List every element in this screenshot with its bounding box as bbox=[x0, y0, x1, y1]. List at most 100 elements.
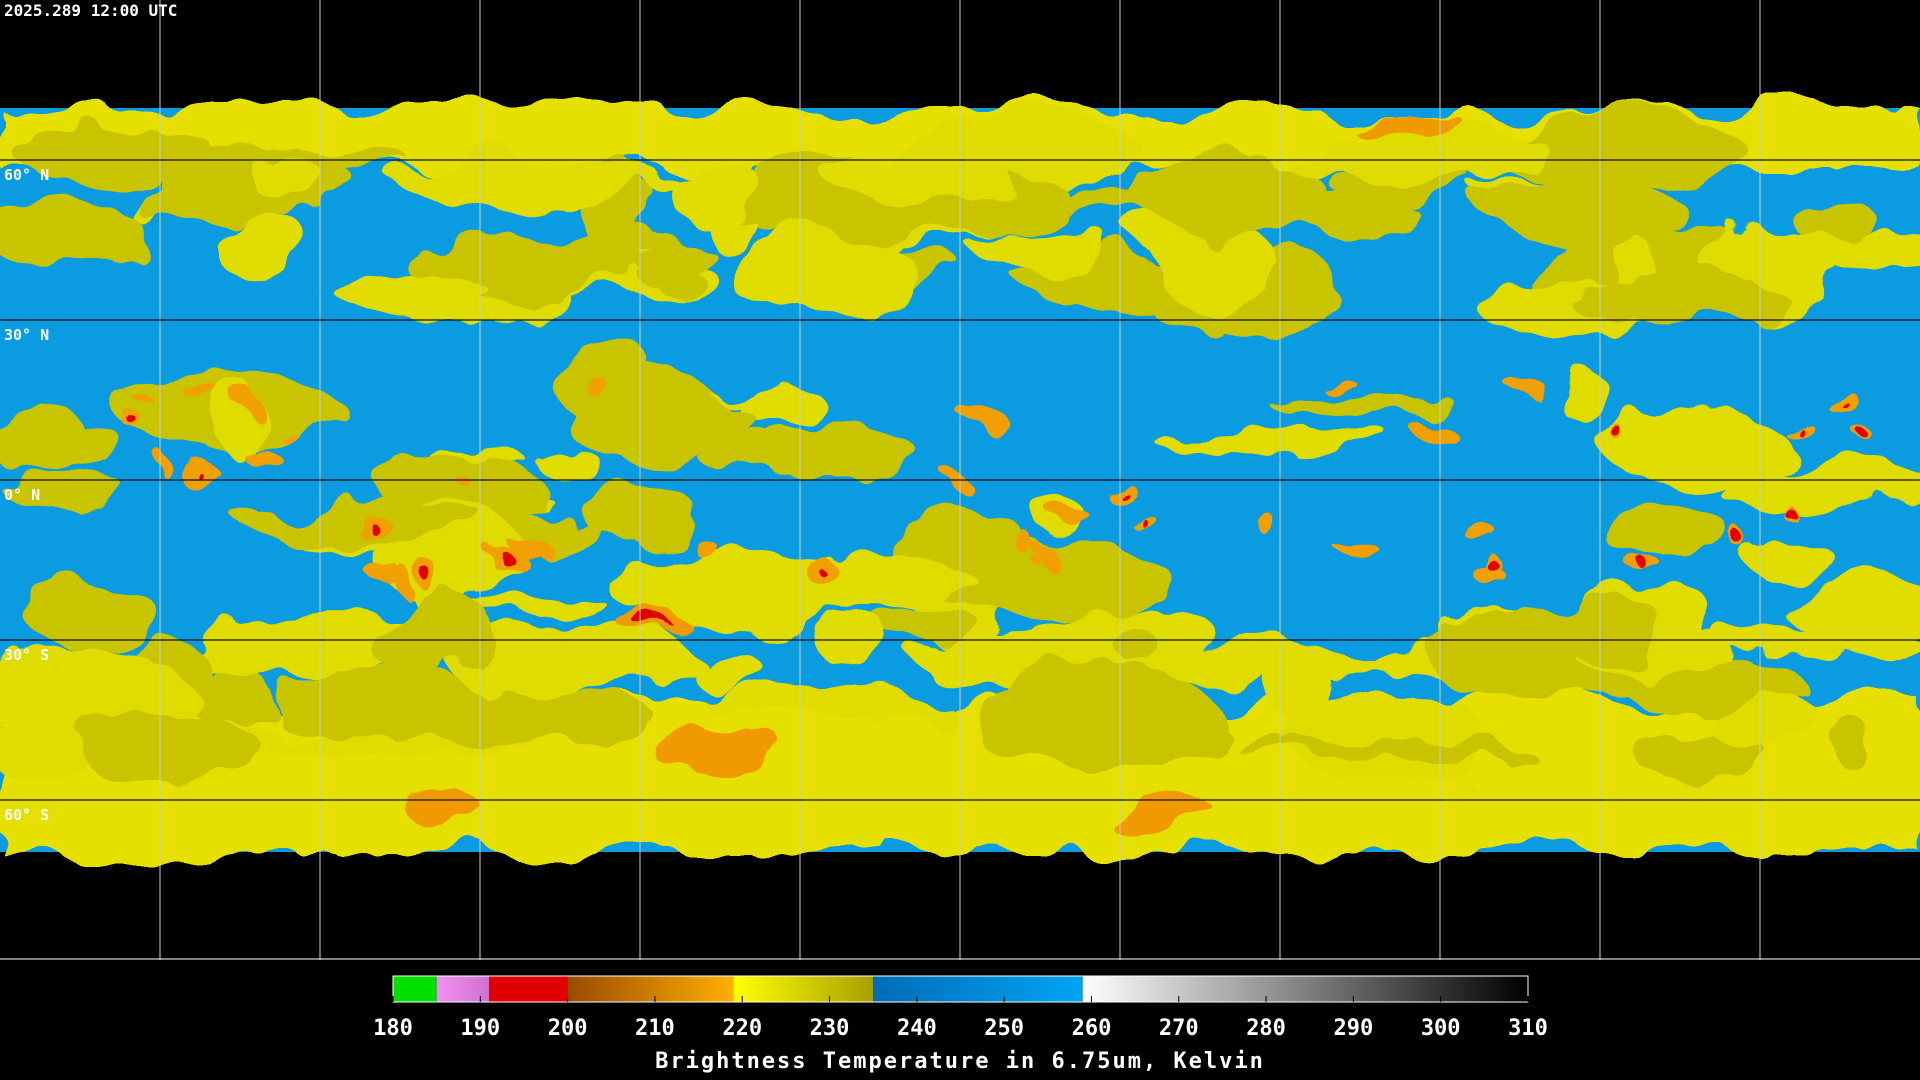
colorbar-tick-label: 300 bbox=[1421, 1016, 1461, 1041]
convection-core bbox=[362, 517, 373, 527]
cloud bbox=[1484, 183, 1688, 242]
colorbar-tick-label: 220 bbox=[722, 1016, 762, 1041]
lat-label: 30° N bbox=[4, 326, 49, 344]
colorbar-segment bbox=[873, 976, 1083, 1002]
cloud bbox=[396, 158, 648, 210]
convection bbox=[137, 397, 156, 407]
colorbar-tick-label: 290 bbox=[1334, 1016, 1374, 1041]
colorbar-tick-label: 230 bbox=[810, 1016, 850, 1041]
cloud bbox=[1715, 463, 1920, 514]
convection bbox=[1504, 375, 1542, 392]
colorbar-tick-label: 280 bbox=[1246, 1016, 1286, 1041]
cold-area bbox=[410, 799, 490, 831]
cloud bbox=[1295, 692, 1491, 788]
cloud bbox=[528, 444, 597, 470]
cloud bbox=[565, 395, 761, 457]
convection-core bbox=[816, 567, 824, 574]
colorbar-segment bbox=[567, 976, 734, 1002]
lat-label: 30° S bbox=[4, 646, 49, 664]
colorbar-tick-label: 260 bbox=[1072, 1016, 1112, 1041]
cloud bbox=[1599, 508, 1732, 556]
convection bbox=[242, 449, 280, 464]
cloud bbox=[689, 648, 763, 693]
cloud bbox=[370, 273, 488, 306]
convection bbox=[452, 470, 465, 483]
convection-core bbox=[1485, 558, 1497, 570]
convection bbox=[1461, 523, 1496, 539]
convection bbox=[966, 410, 1009, 431]
cloud bbox=[14, 128, 218, 181]
cloud bbox=[823, 145, 1008, 203]
cloud bbox=[174, 663, 269, 716]
convection-core bbox=[1734, 534, 1746, 546]
colorbar-segment bbox=[436, 976, 490, 1002]
colorbar-frame bbox=[392, 975, 1529, 1003]
cloud bbox=[449, 627, 698, 692]
cloud bbox=[1236, 740, 1294, 757]
cloud bbox=[4, 477, 131, 509]
colorbar-segment bbox=[1082, 976, 1528, 1002]
colorbar-tick-label: 200 bbox=[548, 1016, 588, 1041]
colorbar-segment bbox=[393, 976, 437, 1002]
cloud bbox=[1786, 577, 1920, 647]
cloud bbox=[130, 182, 262, 223]
cloud bbox=[0, 192, 139, 266]
cloud bbox=[215, 211, 313, 284]
convection bbox=[183, 386, 222, 400]
convection bbox=[280, 435, 299, 444]
convection bbox=[1316, 379, 1358, 389]
convection bbox=[689, 540, 718, 552]
cloud bbox=[1721, 634, 1920, 659]
convection-core bbox=[642, 624, 678, 636]
colorbar-tick-label: 310 bbox=[1508, 1016, 1548, 1041]
convection bbox=[1332, 539, 1376, 553]
convection-core bbox=[198, 473, 205, 481]
colorbar-tick-label: 250 bbox=[984, 1016, 1024, 1041]
cloud bbox=[646, 251, 691, 289]
cloud bbox=[1286, 741, 1532, 761]
cloud bbox=[1146, 647, 1379, 682]
cloud bbox=[583, 483, 698, 545]
colorbar-tick-label: 270 bbox=[1159, 1016, 1199, 1041]
graticule: 60° N 30° N 0° N 30° S 60° S bbox=[0, 0, 1920, 960]
cloud bbox=[726, 237, 921, 315]
cloud bbox=[703, 687, 946, 718]
convection bbox=[1038, 548, 1058, 567]
convection-core bbox=[1835, 394, 1843, 402]
colorbar: 180 190 200 210 220 230 240 250 260 270 280 290 300 3… bbox=[373, 975, 1548, 1041]
cloud bbox=[1564, 274, 1786, 321]
cloud bbox=[1560, 593, 1665, 666]
cloud bbox=[1270, 395, 1459, 417]
cloud bbox=[0, 424, 131, 477]
cloud bbox=[396, 688, 655, 744]
colorbar-tick-label: 240 bbox=[897, 1016, 937, 1041]
cloud bbox=[971, 229, 1120, 269]
convection bbox=[1056, 511, 1094, 529]
convection-core bbox=[1784, 507, 1795, 519]
cold-area bbox=[1100, 801, 1220, 829]
colorbar-segment bbox=[489, 976, 568, 1002]
cloud bbox=[26, 579, 157, 650]
convection-core bbox=[132, 419, 142, 429]
colorbar-label: Brightness Temperature in 6.75um, Kelvin bbox=[655, 1049, 1265, 1074]
cloud bbox=[1558, 373, 1614, 424]
convection bbox=[1020, 538, 1041, 559]
cloud bbox=[1134, 158, 1331, 237]
cloud bbox=[251, 739, 458, 758]
cloud bbox=[1114, 626, 1156, 661]
title: 2025.289 12:00 UTC bbox=[4, 1, 177, 20]
convection bbox=[1414, 420, 1453, 444]
cloud bbox=[1153, 429, 1396, 454]
convection-core bbox=[1794, 425, 1802, 434]
colorbar-segment bbox=[733, 976, 874, 1002]
cloud bbox=[246, 157, 324, 196]
cloud bbox=[712, 386, 815, 403]
cloud bbox=[1317, 117, 1549, 187]
cloud bbox=[1486, 108, 1746, 193]
cloud bbox=[815, 613, 894, 669]
convection-core bbox=[1111, 482, 1121, 492]
convection bbox=[360, 558, 397, 575]
cloud bbox=[463, 597, 611, 619]
convection bbox=[593, 379, 612, 405]
colorbar-tick-label: 190 bbox=[460, 1016, 500, 1041]
